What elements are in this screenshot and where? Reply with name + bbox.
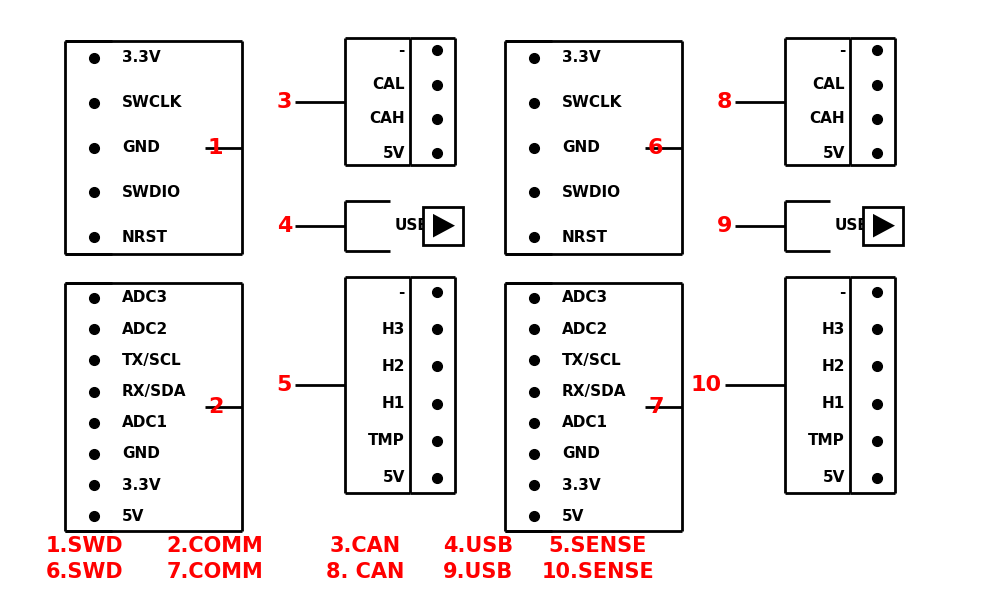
- Text: 5: 5: [277, 375, 292, 395]
- Text: 8. CAN: 8. CAN: [326, 562, 404, 582]
- Text: 3.3V: 3.3V: [122, 50, 161, 65]
- Text: ADC1: ADC1: [562, 415, 608, 430]
- Text: H1: H1: [822, 396, 845, 411]
- Text: 5V: 5V: [823, 146, 845, 161]
- Text: -: -: [839, 284, 845, 300]
- Bar: [863, 206, 903, 245]
- Text: H3: H3: [382, 322, 405, 337]
- Text: ADC2: ADC2: [562, 322, 608, 337]
- Text: SWCLK: SWCLK: [122, 95, 182, 110]
- Text: 5.SENSE: 5.SENSE: [549, 536, 647, 556]
- Text: CAL: CAL: [812, 77, 845, 92]
- Text: 6.SWD: 6.SWD: [46, 562, 124, 582]
- Text: -: -: [399, 284, 405, 300]
- Text: TMP: TMP: [368, 433, 405, 448]
- Text: ADC3: ADC3: [562, 290, 608, 306]
- Text: 5V: 5V: [823, 470, 845, 486]
- Text: H2: H2: [381, 359, 405, 374]
- Text: RX/SDA: RX/SDA: [122, 384, 186, 399]
- Text: CAL: CAL: [372, 77, 405, 92]
- Text: CAH: CAH: [809, 112, 845, 126]
- Text: GND: GND: [562, 447, 600, 461]
- Text: 2: 2: [208, 397, 223, 417]
- Text: 9: 9: [717, 216, 732, 235]
- Text: SWDIO: SWDIO: [562, 185, 621, 200]
- Text: NRST: NRST: [122, 230, 168, 245]
- Text: ADC3: ADC3: [122, 290, 168, 306]
- Text: SWCLK: SWCLK: [562, 95, 622, 110]
- Text: 3: 3: [277, 92, 292, 112]
- Text: SWDIO: SWDIO: [122, 185, 181, 200]
- Text: 5V: 5V: [383, 146, 405, 161]
- Text: 8: 8: [716, 92, 732, 112]
- Text: 6: 6: [648, 137, 664, 158]
- Text: 5V: 5V: [122, 509, 144, 524]
- Text: RX/SDA: RX/SDA: [562, 384, 626, 399]
- Text: H2: H2: [822, 359, 845, 374]
- Text: TX/SCL: TX/SCL: [562, 353, 622, 368]
- Text: GND: GND: [562, 140, 600, 155]
- Text: USB: USB: [395, 218, 430, 233]
- Text: TMP: TMP: [808, 433, 845, 448]
- Text: 9.USB: 9.USB: [443, 562, 513, 582]
- Text: 3.3V: 3.3V: [562, 477, 601, 493]
- Text: NRST: NRST: [562, 230, 608, 245]
- Text: H3: H3: [822, 322, 845, 337]
- Text: USB: USB: [835, 218, 870, 233]
- Text: 2.COMM: 2.COMM: [167, 536, 263, 556]
- Text: ADC1: ADC1: [122, 415, 168, 430]
- Text: 4.USB: 4.USB: [443, 536, 513, 556]
- Text: ADC2: ADC2: [122, 322, 168, 337]
- Text: GND: GND: [122, 140, 160, 155]
- Text: 1.SWD: 1.SWD: [46, 536, 124, 556]
- Text: H1: H1: [382, 396, 405, 411]
- Text: 10.SENSE: 10.SENSE: [542, 562, 654, 582]
- Text: 3.3V: 3.3V: [122, 477, 161, 493]
- Text: 7: 7: [648, 397, 664, 417]
- Text: -: -: [839, 42, 845, 58]
- Text: 7.COMM: 7.COMM: [167, 562, 263, 582]
- Text: 1: 1: [208, 137, 224, 158]
- Text: 3.CAN: 3.CAN: [329, 536, 401, 556]
- Text: 5V: 5V: [383, 470, 405, 486]
- Text: 5V: 5V: [562, 509, 584, 524]
- Text: 10: 10: [691, 375, 722, 395]
- Text: 4: 4: [277, 216, 292, 235]
- Bar: [423, 206, 463, 245]
- Text: CAH: CAH: [369, 112, 405, 126]
- Text: 3.3V: 3.3V: [562, 50, 601, 65]
- Text: GND: GND: [122, 447, 160, 461]
- Text: TX/SCL: TX/SCL: [122, 353, 182, 368]
- Polygon shape: [433, 214, 455, 238]
- Text: -: -: [399, 42, 405, 58]
- Polygon shape: [873, 214, 895, 238]
